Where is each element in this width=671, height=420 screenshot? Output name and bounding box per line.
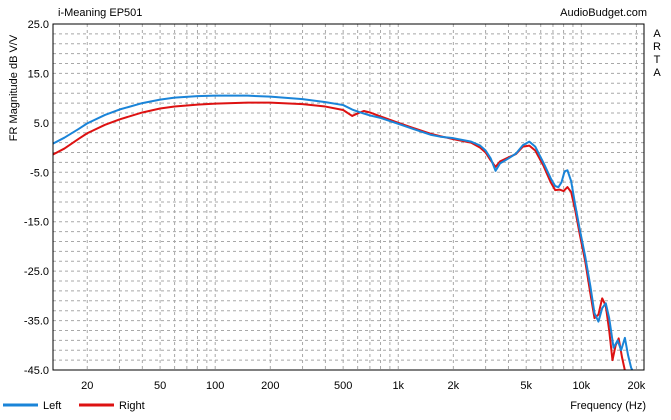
series-line-left [53,94,634,370]
x-tick-label: 5k [520,380,532,392]
arta-letter: A [653,28,661,40]
y-tick-labels: 25.0 15.0 5.0 -5.0 -15.0 -25.0 -35.0 -45.0 [24,19,49,377]
x-tick-label: 500 [334,380,352,392]
x-axis-label: Frequency (Hz) [570,400,646,412]
x-tick-label: 20k [628,380,646,392]
arta-letter: T [654,54,661,66]
y-axis-label: FR Magnitude dB V/V [8,34,20,141]
y-tick-label: 15.0 [28,68,49,80]
x-tick-label: 200 [261,380,279,392]
grid [53,24,644,370]
site-credit: AudioBudget.com [560,7,647,19]
plot-frame [52,23,645,371]
legend-label-right: Right [119,400,145,412]
x-tick-label: 2k [448,380,460,392]
chart-title: i-Meaning EP501 [58,7,142,19]
y-tick-label: -5.0 [30,167,49,179]
x-tick-label: 1k [392,380,404,392]
x-tick-label: 20 [81,380,93,392]
y-tick-label: -25.0 [24,266,49,278]
x-tick-label: 100 [206,380,224,392]
arta-letter: R [653,41,661,53]
y-tick-label: -35.0 [24,316,49,328]
x-tick-label: 50 [154,380,166,392]
arta-letters: A R T A [653,28,661,79]
legend: Left Right [3,400,145,412]
legend-label-left: Left [43,400,61,412]
x-tick-labels: 20 50 100 200 500 1k 2k 5k 10k 20k [81,380,646,392]
x-tick-label: 10k [572,380,590,392]
series-lines [53,94,634,370]
arta-letter: A [653,67,661,79]
y-tick-label: -15.0 [24,217,49,229]
y-tick-label: -45.0 [24,365,49,377]
y-tick-label: 25.0 [28,19,49,31]
y-tick-label: 5.0 [34,118,49,130]
